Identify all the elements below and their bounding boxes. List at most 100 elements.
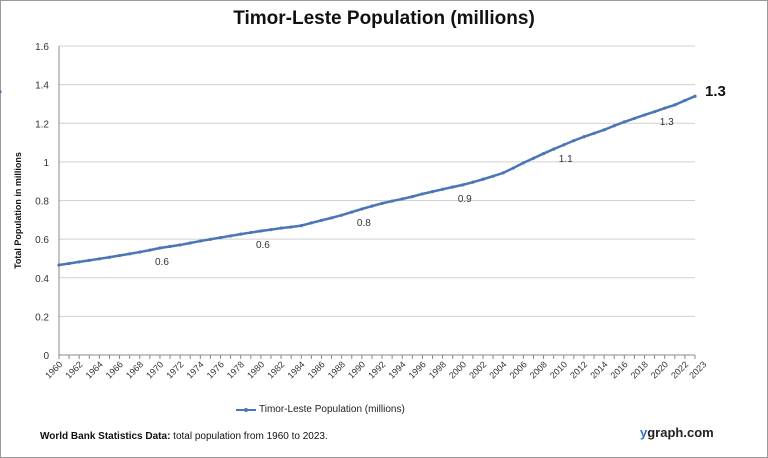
data-point [178,243,182,247]
x-tick-label: 1962 [63,359,84,380]
data-point [511,166,515,170]
data-point [340,213,344,217]
data-point [420,192,425,196]
data-point [602,128,606,132]
y-tick-label: 1 [43,158,49,169]
x-tick-label: 2023 [687,359,708,380]
data-point [57,263,61,267]
source-note: World Bank Statistics Data: total popula… [40,431,328,442]
data-point [67,261,71,266]
data-point [97,257,101,261]
y-tick-label: 1.6 [35,42,49,53]
x-tick-label: 2020 [649,359,670,380]
legend-label: Timor-Leste Population (millions) [259,404,405,415]
x-tick-label: 1992 [366,359,387,380]
data-point [491,174,495,178]
data-point [642,113,647,117]
data-point [299,224,303,228]
data-point [461,183,465,187]
x-tick-label: 1960 [43,359,64,380]
data-label: 0.6 [256,240,270,251]
y-tick-label: 0 [43,351,49,362]
data-point [380,201,384,205]
data-point [430,190,435,194]
data-point [87,258,91,262]
data-point [572,139,576,143]
data-point [117,253,122,258]
data-point [259,229,263,233]
x-tick-label: 1972 [164,359,185,380]
data-point [612,124,616,128]
data-point [582,135,586,139]
data-point [541,151,546,156]
data-point [481,177,485,181]
x-tick-label: 1996 [407,359,428,380]
y-tick-label: 1.2 [35,119,49,130]
data-point [249,230,253,235]
data-point [592,131,596,135]
x-tick-label: 1988 [326,359,347,380]
x-tick-label: 2008 [528,359,549,380]
data-point [77,260,81,264]
x-tick-label: 2000 [447,359,468,380]
legend-line-marker [236,407,256,412]
data-point [158,246,162,250]
data-point [663,106,667,110]
y-tick-label: 0.6 [35,235,49,246]
data-point [279,226,283,230]
data-point [188,241,192,245]
data-point [471,180,475,184]
data-point [229,234,233,238]
x-tick-label: 2014 [588,359,609,380]
x-tick-label: 1984 [285,359,306,380]
x-tick-label: 1998 [427,359,448,380]
chart-title: Timor-Leste Population (millions) [233,8,535,29]
data-point [632,116,637,121]
x-tick-label: 2018 [629,359,650,380]
x-tick-label: 1968 [124,359,145,380]
data-label: 0.8 [357,218,371,229]
x-tick-label: 1974 [185,359,206,380]
x-tick-label: 2010 [548,359,569,380]
y-tick-label: 0.2 [35,312,49,323]
data-point [329,216,334,220]
series-line [58,95,696,267]
x-tick-label: 1970 [144,359,165,380]
x-tick-label: 2022 [669,359,690,380]
data-point [400,197,404,201]
data-point [309,221,313,225]
data-point [148,248,152,252]
brand-logo: ygraph.com [640,425,714,440]
y-axis-label: Total Population in millions [13,152,23,269]
data-point [562,143,566,147]
data-point [673,103,677,107]
data-point [350,210,354,214]
x-tick-label: 1994 [386,359,407,380]
y-tick-label: 1.4 [35,81,49,92]
data-point [531,156,536,160]
data-point [693,94,697,98]
x-tick-label: 1966 [104,359,125,380]
source-bold: World Bank Statistics Data: [40,431,171,442]
data-point [653,110,657,114]
data-label: 1.1 [559,154,573,165]
data-label: 0.9 [458,194,472,205]
data-point [107,255,112,259]
data-point [128,252,132,256]
data-point [0,90,2,94]
data-point [390,199,394,203]
data-point [370,204,374,208]
data-point [410,195,414,199]
data-point [360,207,364,211]
data-point [168,244,172,249]
x-tick-label: 2012 [568,359,589,380]
data-point [138,250,142,254]
x-tick-label: 2004 [487,359,508,380]
x-tick-label: 1986 [306,359,327,380]
data-point [521,161,525,165]
data-point [451,185,455,189]
x-tick-label: 2016 [609,359,630,380]
y-tick-label: 0.8 [35,197,49,208]
data-point [239,232,243,236]
